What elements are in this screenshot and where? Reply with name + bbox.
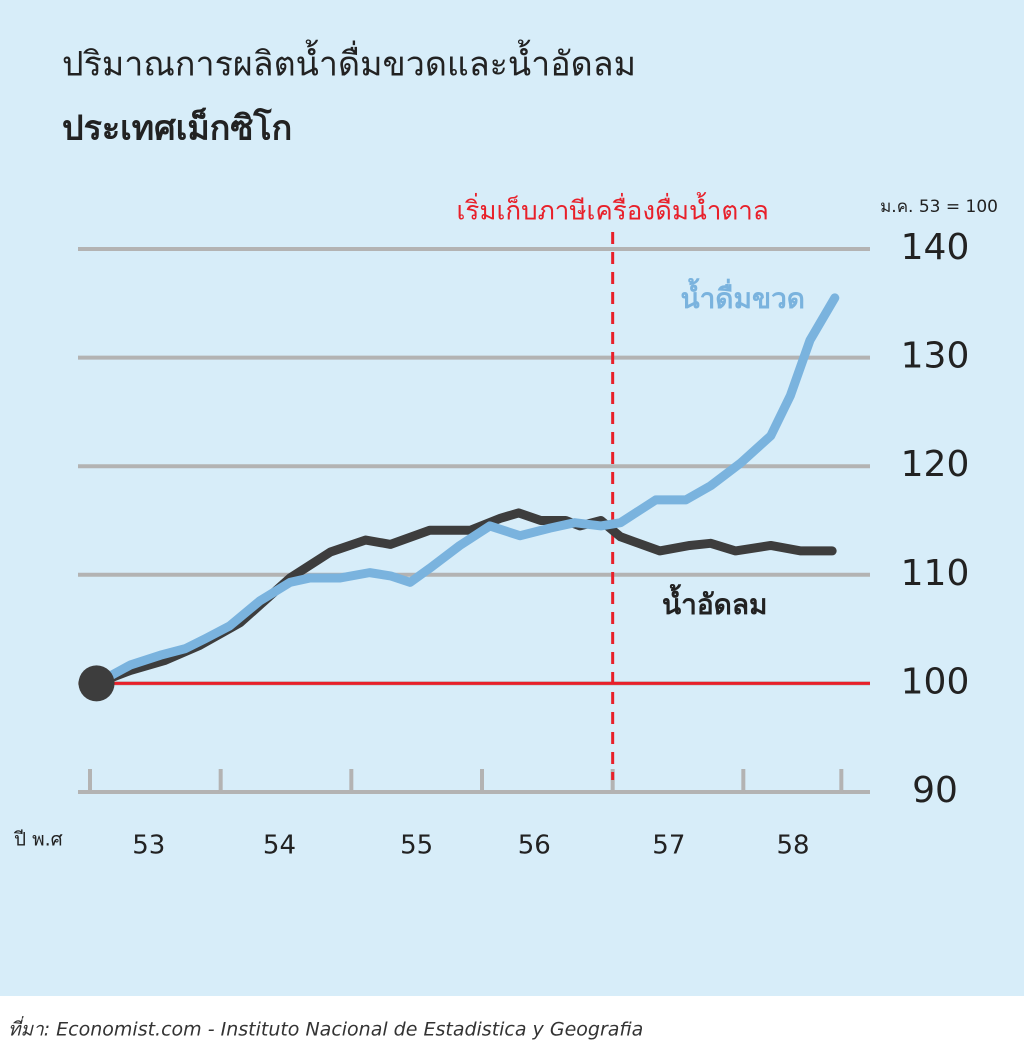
y-tick-label: 120 bbox=[901, 444, 970, 485]
annotation-text: เริ่มเก็บภาษีเครื่องดื่มน้ำตาล bbox=[456, 192, 768, 227]
x-tick-label: 53 bbox=[132, 831, 165, 861]
x-tick-label: 56 bbox=[518, 831, 551, 861]
series-label: น้ำดื่มขวด bbox=[680, 277, 805, 315]
x-tick-label: 55 bbox=[400, 831, 433, 861]
y-tick-label: 100 bbox=[901, 661, 970, 702]
series-label: น้ำอัดลม bbox=[662, 583, 767, 621]
background bbox=[0, 0, 1024, 996]
y-tick-label: 90 bbox=[912, 770, 958, 811]
index-note: ม.ค. 53 = 100 bbox=[880, 197, 998, 217]
y-tick-label: 130 bbox=[901, 336, 970, 377]
chart-title: ปริมาณการผลิตน้ำดื่มขวดและน้ำอัดลม bbox=[62, 40, 636, 85]
x-tick-label: 54 bbox=[263, 831, 296, 861]
source: ที่มา: Economist.com - Instituto Naciona… bbox=[8, 1016, 643, 1041]
start-point bbox=[78, 665, 115, 702]
x-tick-label: 58 bbox=[776, 831, 809, 861]
chart-subtitle: ประเทศเม็กซิโก bbox=[62, 107, 292, 149]
x-tick-label: 57 bbox=[652, 831, 685, 861]
series-line bbox=[92, 293, 840, 688]
y-tick-label: 140 bbox=[901, 227, 970, 268]
x-axis-label: ปี พ.ศ bbox=[13, 829, 63, 851]
y-tick-label: 110 bbox=[901, 553, 970, 594]
